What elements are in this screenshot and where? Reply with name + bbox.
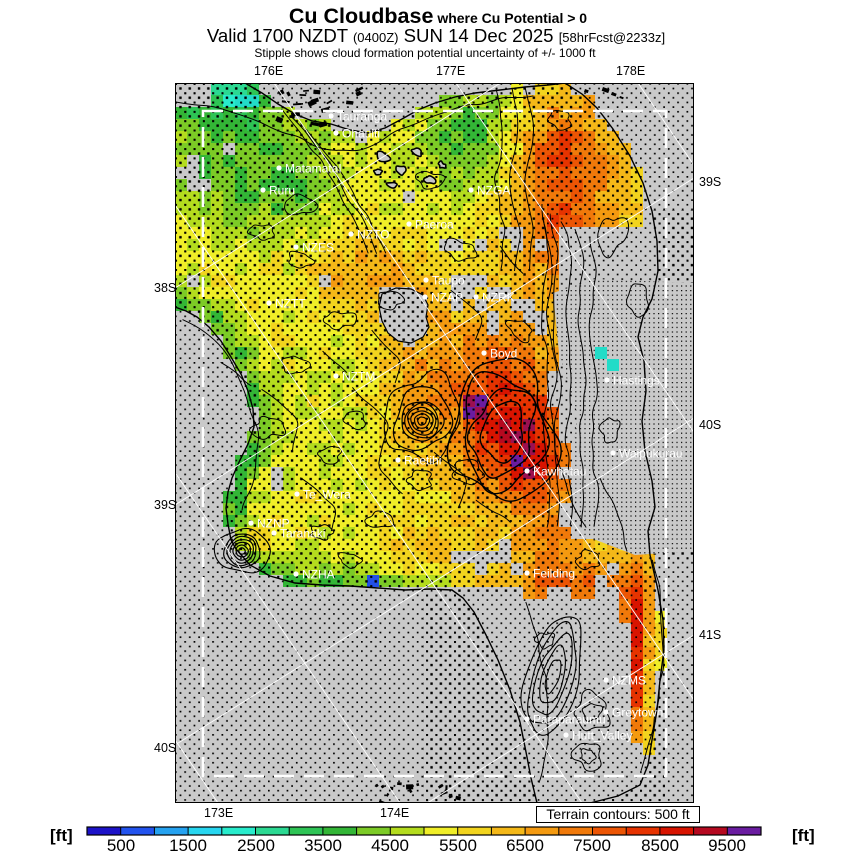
svg-text:NZRK: NZRK [482,291,515,305]
svg-text:NZGA: NZGA [477,184,510,198]
svg-text:Paraparaumu: Paraparaumu [533,713,606,727]
svg-text:Greytown: Greytown [612,706,663,720]
svg-text:NZTT: NZTT [275,297,306,311]
svg-text:Waipukurau: Waipukurau [619,447,683,461]
svg-text:Hastings: Hastings [613,374,660,388]
svg-text:Ruru: Ruru [269,184,295,198]
svg-text:Taupo: Taupo [432,274,465,288]
svg-text:NZNP: NZNP [257,517,290,531]
svg-text:NZHA: NZHA [302,568,335,582]
svg-text:Paeroa: Paeroa [415,218,454,232]
svg-text:Hutt_Valley: Hutt_Valley [572,729,632,743]
svg-text:NZMS: NZMS [612,674,646,688]
svg-text:NZTM: NZTM [342,370,375,384]
svg-text:Te_Wera: Te_Wera [303,488,351,502]
svg-text:MatamataI: MatamataI [285,162,342,176]
svg-text:NZAP: NZAP [431,291,463,305]
svg-text:Boyd: Boyd [490,347,517,361]
svg-text:Ohauiti: Ohauiti [342,127,380,141]
svg-text:NZES: NZES [302,241,334,255]
svg-text:Taranaki: Taranaki [280,527,325,541]
svg-text:Tauranga: Tauranga [337,110,387,124]
svg-text:Kawhatau: Kawhatau [533,465,586,479]
svg-text:NZTO: NZTO [357,228,389,242]
svg-text:Raetihi: Raetihi [404,454,441,468]
svg-text:Feilding: Feilding [533,567,575,581]
